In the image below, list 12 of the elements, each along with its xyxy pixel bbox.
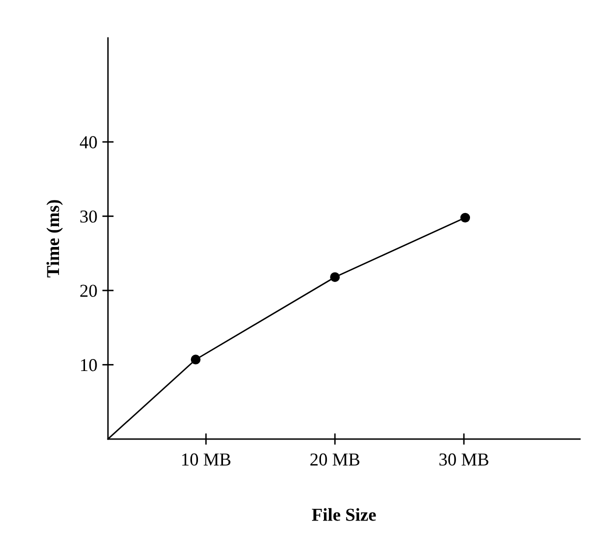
point [460,212,470,223]
point [190,354,201,364]
point [330,272,340,282]
x-axis-title: File Size [312,508,376,521]
y-tick-label: 30 [80,210,97,223]
y-tick-label: 10 [81,359,97,372]
x-tick-label: 30 MB [439,453,488,466]
y-tick-label: 40 [80,136,97,148]
x-tick-label: 10 MB [182,453,230,466]
y-tick-label: 20 [80,284,97,297]
x-tick-label: 20 MB [310,453,360,466]
y-axis-title: Time (ms) [46,200,63,278]
